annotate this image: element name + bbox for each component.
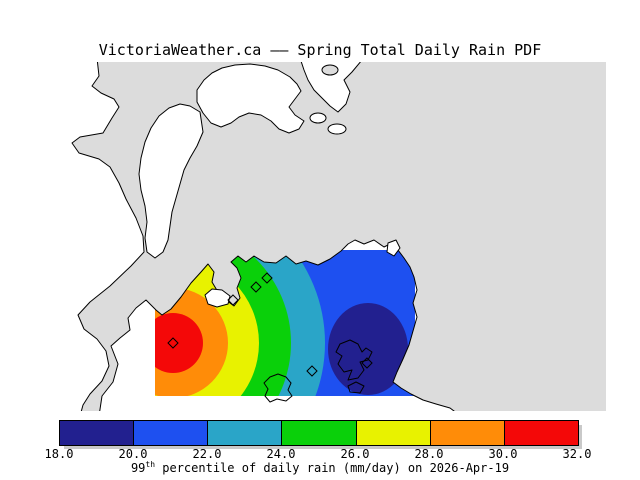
colorbar-tick-28: 28.0 — [414, 447, 444, 461]
colorbar-segment-24-26 — [282, 421, 357, 445]
station-marker — [361, 357, 373, 369]
contour-band-30-32 — [155, 313, 203, 373]
water-channel-notch-1 — [309, 112, 327, 124]
colorbar-segment-22-24 — [208, 421, 283, 445]
island-small-north — [321, 64, 339, 76]
colorbar-tick-20: 20.0 — [118, 447, 148, 461]
island-outline-small-se — [347, 381, 365, 394]
station-marker — [250, 281, 262, 293]
caption-ordinal-suffix: th — [145, 460, 156, 469]
water-channel-notch-2 — [327, 123, 347, 135]
colorbar-segment-18-20 — [60, 421, 135, 445]
island-outline-sanjuan — [335, 339, 373, 381]
station-markers — [167, 272, 373, 377]
station-marker — [306, 365, 318, 377]
land-mainland — [71, 62, 606, 411]
contour-field — [155, 250, 415, 396]
station-marker — [167, 337, 179, 349]
colorbar-segment-26-28 — [356, 421, 431, 445]
caption-text: percentile of daily rain (mm/day) on 202… — [155, 461, 510, 475]
water-saanich-inlet — [138, 103, 204, 259]
colorbar-tick-18: 18.0 — [44, 447, 74, 461]
colorbar-segment-28-30 — [430, 421, 505, 445]
station-marker — [227, 294, 239, 306]
station-marker — [261, 272, 273, 284]
colorbar-segment-20-22 — [134, 421, 209, 445]
colorbar-tick-24: 24.0 — [266, 447, 296, 461]
water-bay — [196, 63, 305, 134]
colorbar-segment-30-32 — [504, 421, 578, 445]
colorbar-tick-32: 32.0 — [562, 447, 592, 461]
island-outline-south — [263, 373, 293, 403]
colorbar-tick-26: 26.0 — [340, 447, 370, 461]
water-islet-gap — [386, 239, 401, 257]
caption-number: 99 — [130, 461, 146, 475]
water-strait-corner — [300, 62, 361, 113]
water-harbour-notch — [204, 288, 231, 308]
colorbar-caption: 99th percentile of daily rain (mm/day) o… — [0, 460, 640, 475]
colorbar — [59, 420, 579, 446]
colorbar-tick-30: 30.0 — [488, 447, 518, 461]
page-title: VictoriaWeather.ca —— Spring Total Daily… — [98, 41, 542, 59]
colorbar-tick-22: 22.0 — [192, 447, 222, 461]
